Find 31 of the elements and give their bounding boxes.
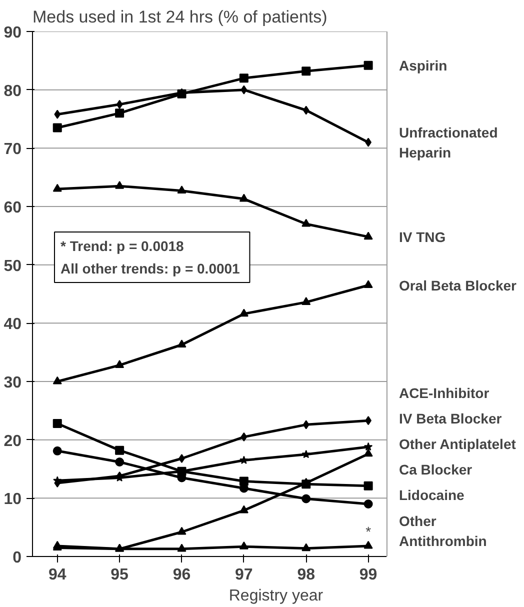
- series-label: Oral Beta Blocker: [398, 277, 518, 294]
- y-tick-label: 80: [4, 82, 22, 100]
- series-label: Ca Blocker: [398, 461, 473, 478]
- series-label: IV TNG: [398, 228, 446, 245]
- y-tick-label: 90: [4, 24, 22, 42]
- annotation: * Trend: p = 0.0018: [60, 238, 184, 254]
- y-tick-label: 0: [12, 550, 22, 566]
- text: IV Beta Blocker: [398, 410, 502, 427]
- x-tick-label: 94: [48, 566, 66, 584]
- x-tick-label: 95: [110, 566, 129, 584]
- x-tick-label: 96: [172, 566, 191, 584]
- y-tick-label: 70: [4, 141, 22, 158]
- y-tick-label: 40: [4, 316, 22, 334]
- y-tick-label: 30: [4, 374, 22, 392]
- series-label: Lidocaine: [398, 486, 465, 503]
- y-tick-label: 10: [4, 491, 22, 508]
- chart-title: Meds used in 1st 24 hrs (% of patients): [32, 8, 328, 26]
- y-tick-label: 20: [4, 432, 22, 450]
- x-tick-label: 99: [359, 566, 378, 584]
- series-label: Unfractionated Heparin: [398, 124, 498, 160]
- x-axis-title: Registry year: [228, 588, 324, 604]
- x-tick-label: 98: [297, 566, 316, 584]
- series-label: Aspirin: [398, 57, 448, 74]
- y-tick-label: 60: [4, 200, 22, 216]
- text: ACE-Inhibitor: [398, 385, 490, 402]
- series-label: Other Antithrombin: [398, 513, 487, 550]
- x-tick-label: 97: [235, 566, 253, 584]
- series-label: Other Antiplatelet: [398, 436, 516, 452]
- annotation: *: [366, 523, 372, 540]
- annotation: All other trends: p = 0.0001: [60, 260, 240, 276]
- y-tick-label: 50: [4, 258, 22, 275]
